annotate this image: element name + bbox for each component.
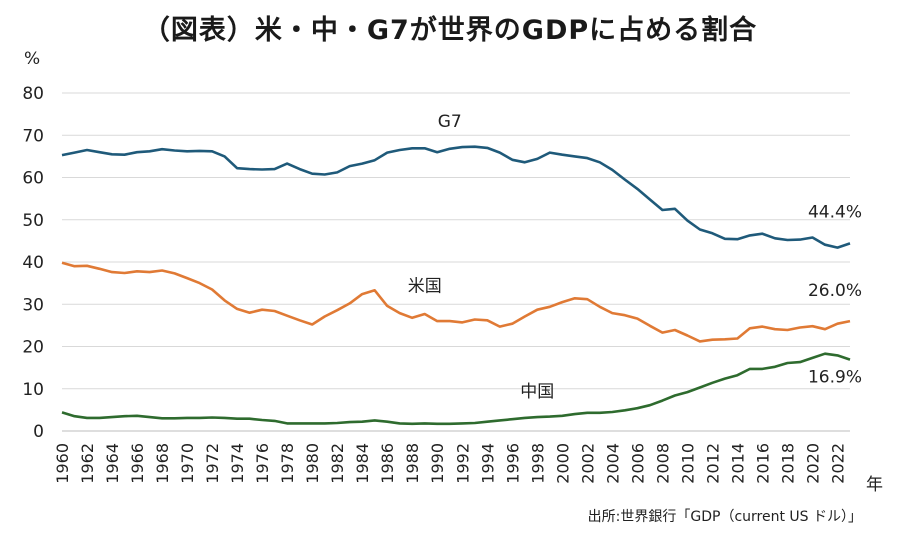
x-tick-label: 1960 <box>53 443 72 484</box>
x-tick-label: 2008 <box>653 443 672 484</box>
x-tick-label: 1974 <box>228 443 247 484</box>
y-tick-label: 60 <box>22 169 44 189</box>
x-tick-label: 1980 <box>303 443 322 484</box>
x-tick-label: 1998 <box>528 443 547 484</box>
y-tick-label: 30 <box>22 295 44 315</box>
x-tick-label: 1968 <box>153 443 172 484</box>
x-tick-label: 1978 <box>278 443 297 484</box>
x-tick-label: 2006 <box>628 443 647 484</box>
x-tick-label: 1972 <box>203 443 222 484</box>
x-tick-label: 1986 <box>378 443 397 484</box>
series-line-G7 <box>61 145 851 249</box>
chart-title: （図表）米・中・G7が世界のGDPに占める割合 <box>142 15 758 46</box>
x-tick-label: 1996 <box>503 443 522 484</box>
x-tick-label: 1962 <box>78 443 97 484</box>
x-tick-label: 1964 <box>103 443 122 484</box>
y-tick-label: 40 <box>22 253 44 273</box>
x-tick-label: 2016 <box>753 443 772 484</box>
y-tick-label: 0 <box>33 422 44 442</box>
series-label: G7 <box>438 112 462 132</box>
x-tick-label: 2012 <box>703 443 722 484</box>
x-tick-label: 1992 <box>453 443 472 484</box>
series-line-中国 <box>61 352 851 426</box>
x-tick-label: 2018 <box>778 443 797 484</box>
end-value-label: 16.9% <box>808 367 862 387</box>
x-tick-label: 1976 <box>253 443 272 484</box>
source-note: 出所:世界銀行「GDP（current US ドル）」 <box>587 509 862 525</box>
y-tick-label: 50 <box>22 211 44 231</box>
x-tick-label: 1984 <box>353 443 372 484</box>
series-label: 米国 <box>408 277 442 297</box>
x-tick-label: 1988 <box>403 443 422 484</box>
y-tick-label: 70 <box>22 126 44 146</box>
x-tick-label: 1982 <box>328 443 347 484</box>
x-tick-label: 2002 <box>578 443 597 484</box>
x-tick-label: 2000 <box>553 443 572 484</box>
x-tick-label: 2004 <box>603 443 622 484</box>
x-tick-label: 1994 <box>478 443 497 484</box>
series-label: 中国 <box>520 382 554 402</box>
x-tick-label: 1990 <box>428 443 447 484</box>
x-tick-label: 1966 <box>128 443 147 484</box>
y-tick-label: 80 <box>22 84 44 104</box>
x-tick-label: 2014 <box>728 443 747 484</box>
x-tick-label: 2010 <box>678 443 697 484</box>
end-value-label: 26.0% <box>808 281 862 301</box>
x-tick-label: 1970 <box>178 443 197 484</box>
y-tick-label: 10 <box>22 380 44 400</box>
end-value-label: 44.4% <box>808 203 862 223</box>
y-axis-unit: % <box>24 49 40 69</box>
x-tick-label: 2020 <box>803 443 822 484</box>
y-tick-label: 20 <box>22 338 44 358</box>
series-line-米国 <box>61 261 851 343</box>
x-axis-unit: 年 <box>866 475 883 495</box>
x-tick-label: 2022 <box>828 443 847 484</box>
